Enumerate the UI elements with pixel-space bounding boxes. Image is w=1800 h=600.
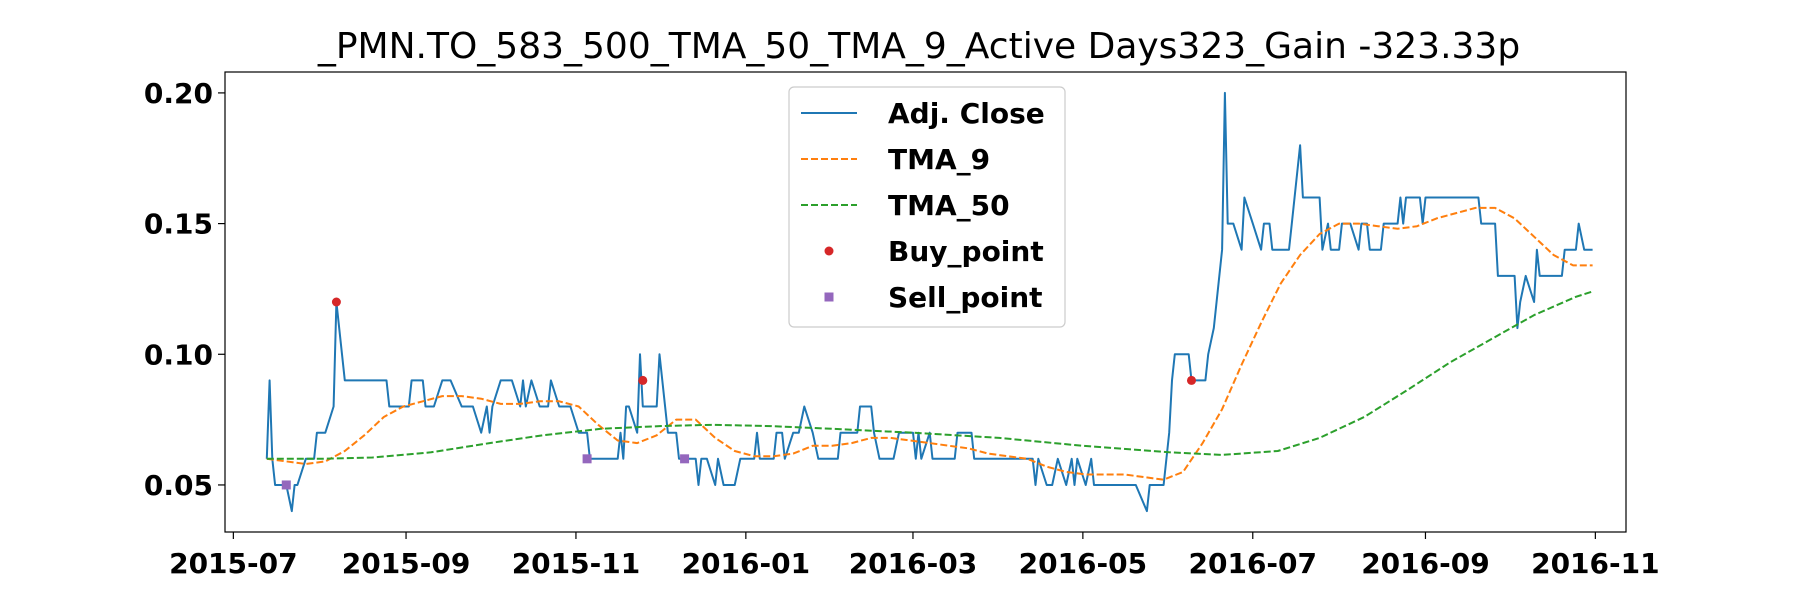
y-tick-label-3: 0.20 — [144, 77, 213, 110]
point-sell-point-2 — [680, 454, 690, 464]
x-tick-label-4: 2016-03 — [849, 547, 978, 580]
series-line-tma-9 — [266, 206, 1593, 481]
x-tick-label-8: 2016-11 — [1531, 547, 1660, 580]
x-tick-label-3: 2016-01 — [682, 547, 811, 580]
legend: Adj. Close TMA_9 TMA_50 Buy_point Sell_point — [788, 86, 1066, 328]
y-tick-label-1: 0.10 — [144, 338, 213, 371]
x-tick-label-5: 2016-05 — [1019, 547, 1148, 580]
legend-label-buy-point: Buy_point — [888, 235, 1044, 268]
legend-label-tma-9: TMA_9 — [888, 143, 990, 176]
legend-box — [788, 86, 1066, 328]
x-tick-label-7: 2016-09 — [1361, 547, 1490, 580]
legend-label-sell-point: Sell_point — [888, 281, 1043, 314]
y-tick-label-0: 0.05 — [144, 469, 213, 502]
x-tick-label-2: 2015-11 — [512, 547, 641, 580]
legend-swatch-sell-point — [824, 292, 834, 302]
legend-swatch-buy-point — [824, 246, 834, 256]
legend-label-tma-50: TMA_50 — [888, 189, 1010, 222]
axis-layer: 2015-07 2015-09 2015-11 2016-01 2016-03 2016-… — [144, 77, 1660, 580]
point-buy-point-1 — [638, 375, 648, 385]
x-tick-label-6: 2016-07 — [1189, 547, 1318, 580]
x-tick-label-0: 2015-07 — [169, 547, 298, 580]
x-tick-label-1: 2015-09 — [342, 547, 471, 580]
chart-title: _PMN.TO_583_500_TMA_50_TMA_9_Active Days… — [317, 26, 1520, 67]
point-sell-point-0 — [281, 480, 291, 490]
legend-label-adj-close: Adj. Close — [888, 97, 1045, 130]
series-line-adj-close — [265, 91, 1593, 513]
point-buy-point-2 — [1186, 375, 1196, 385]
y-tick-label-2: 0.15 — [144, 208, 213, 241]
point-sell-point-1 — [582, 454, 592, 464]
point-buy-point-0 — [331, 297, 341, 307]
series-line-tma-50 — [266, 290, 1593, 460]
series-layer — [265, 91, 1593, 513]
